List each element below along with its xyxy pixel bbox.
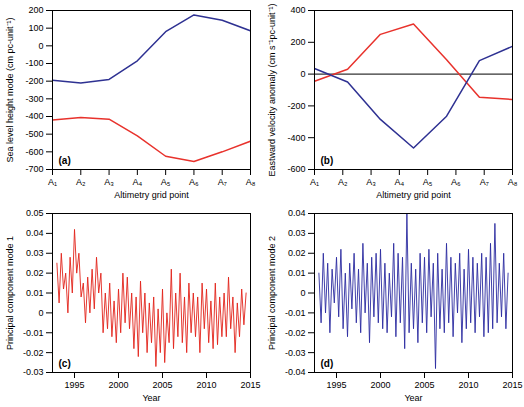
svg-text:0.01: 0.01 bbox=[288, 268, 306, 278]
svg-text:-0.03: -0.03 bbox=[285, 348, 306, 358]
svg-text:0.05: 0.05 bbox=[26, 208, 44, 218]
svg-text:(c): (c) bbox=[59, 358, 71, 369]
svg-text:A₁: A₁ bbox=[48, 177, 57, 187]
svg-text:-0.03: -0.03 bbox=[23, 367, 44, 377]
svg-text:(b): (b) bbox=[321, 155, 334, 166]
svg-text:Altimetry grid point: Altimetry grid point bbox=[114, 190, 189, 200]
svg-text:1995: 1995 bbox=[64, 380, 84, 390]
svg-text:0: 0 bbox=[300, 288, 305, 298]
svg-text:Sea level height mode (cm pc-u: Sea level height mode (cm pc-unit⁻¹) bbox=[5, 17, 15, 162]
svg-text:A₆: A₆ bbox=[189, 177, 199, 187]
svg-text:A₃: A₃ bbox=[104, 177, 114, 187]
svg-text:0: 0 bbox=[300, 69, 305, 79]
svg-text:2010: 2010 bbox=[196, 380, 216, 390]
svg-text:-600: -600 bbox=[287, 164, 305, 174]
svg-text:0.02: 0.02 bbox=[288, 248, 306, 258]
svg-text:1995: 1995 bbox=[326, 380, 346, 390]
svg-text:A₄: A₄ bbox=[133, 177, 143, 187]
svg-text:A₄: A₄ bbox=[395, 177, 405, 187]
svg-text:-0.01: -0.01 bbox=[23, 328, 44, 338]
svg-text:2015: 2015 bbox=[240, 380, 260, 390]
svg-text:-0.01: -0.01 bbox=[285, 308, 306, 318]
svg-text:200: 200 bbox=[28, 5, 43, 15]
svg-text:0: 0 bbox=[38, 41, 43, 51]
svg-text:A₈: A₈ bbox=[508, 177, 518, 187]
svg-text:-700: -700 bbox=[25, 164, 43, 174]
svg-text:0.03: 0.03 bbox=[288, 228, 306, 238]
svg-text:(a): (a) bbox=[59, 155, 71, 166]
svg-text:0.03: 0.03 bbox=[26, 248, 44, 258]
svg-text:200: 200 bbox=[290, 37, 305, 47]
svg-text:-0.04: -0.04 bbox=[285, 367, 306, 377]
svg-text:Principal component mode 1: Principal component mode 1 bbox=[5, 236, 15, 350]
svg-text:0.04: 0.04 bbox=[288, 208, 306, 218]
svg-text:A₅: A₅ bbox=[423, 177, 433, 187]
svg-text:Principal component mode 2: Principal component mode 2 bbox=[267, 236, 277, 350]
svg-text:0: 0 bbox=[38, 308, 43, 318]
svg-text:-200: -200 bbox=[287, 101, 305, 111]
svg-text:100: 100 bbox=[28, 23, 43, 33]
svg-text:Altimetry grid point: Altimetry grid point bbox=[376, 190, 451, 200]
svg-text:2005: 2005 bbox=[152, 380, 172, 390]
svg-text:Year: Year bbox=[404, 393, 422, 403]
svg-text:2000: 2000 bbox=[370, 380, 390, 390]
svg-text:2010: 2010 bbox=[458, 380, 478, 390]
svg-text:-300: -300 bbox=[25, 94, 43, 104]
svg-text:A₈: A₈ bbox=[246, 177, 256, 187]
svg-text:Eastward velocity anomaly (cm: Eastward velocity anomaly (cm s⁻¹pc-unit… bbox=[267, 3, 277, 176]
svg-text:A₂: A₂ bbox=[338, 177, 348, 187]
svg-text:Year: Year bbox=[142, 393, 160, 403]
svg-text:A₂: A₂ bbox=[76, 177, 86, 187]
svg-text:0.04: 0.04 bbox=[26, 228, 44, 238]
svg-text:A₇: A₇ bbox=[218, 177, 227, 187]
svg-text:-600: -600 bbox=[25, 147, 43, 157]
svg-text:2005: 2005 bbox=[414, 380, 434, 390]
svg-text:-400: -400 bbox=[25, 111, 43, 121]
svg-text:-200: -200 bbox=[25, 76, 43, 86]
svg-text:A₃: A₃ bbox=[366, 177, 376, 187]
svg-text:2015: 2015 bbox=[502, 380, 522, 390]
svg-text:-0.02: -0.02 bbox=[285, 328, 306, 338]
svg-text:-500: -500 bbox=[25, 129, 43, 139]
svg-text:-400: -400 bbox=[287, 133, 305, 143]
svg-text:A₅: A₅ bbox=[161, 177, 171, 187]
svg-text:A₇: A₇ bbox=[480, 177, 489, 187]
svg-text:(d): (d) bbox=[321, 358, 334, 369]
svg-text:0.01: 0.01 bbox=[26, 288, 44, 298]
svg-text:400: 400 bbox=[290, 5, 305, 15]
svg-text:-100: -100 bbox=[25, 58, 43, 68]
svg-text:A₆: A₆ bbox=[451, 177, 461, 187]
svg-text:0.02: 0.02 bbox=[26, 268, 44, 278]
svg-text:2000: 2000 bbox=[108, 380, 128, 390]
svg-text:-0.02: -0.02 bbox=[23, 348, 44, 358]
svg-text:A₁: A₁ bbox=[310, 177, 319, 187]
